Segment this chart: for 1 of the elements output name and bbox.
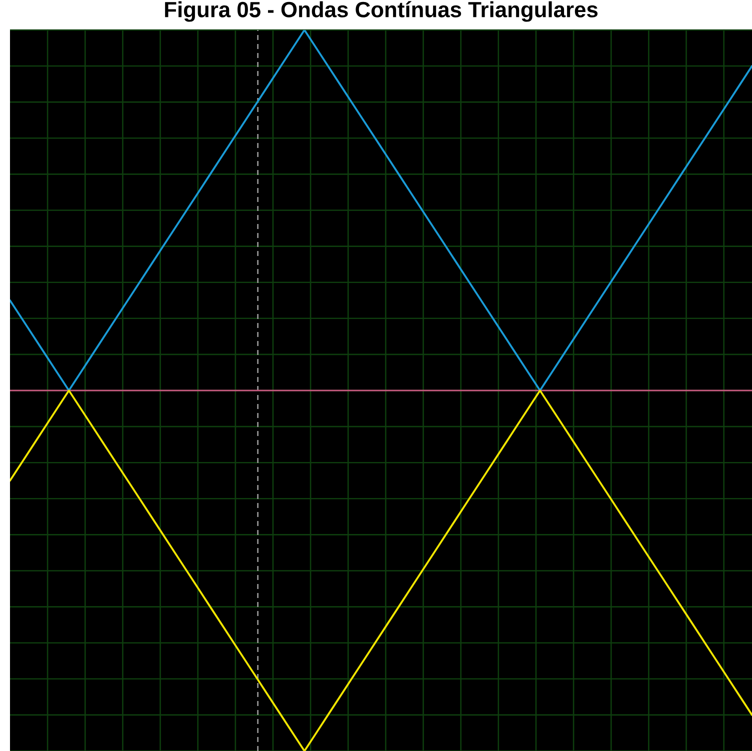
chart-title: Figura 05 - Ondas Contínuas Triangulares — [165, 1, 598, 22]
